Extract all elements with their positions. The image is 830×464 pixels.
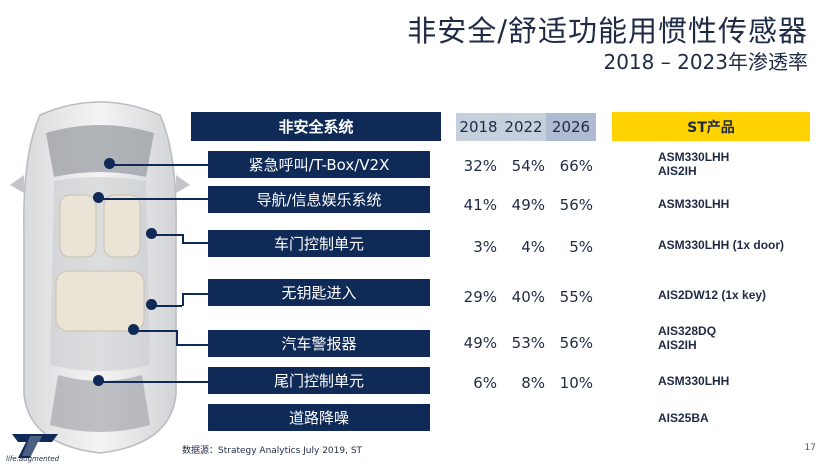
penetration-2026: 5% — [569, 238, 593, 256]
penetration-2018: 29% — [463, 288, 497, 306]
st-product-line: ASM330LHH — [658, 150, 730, 164]
st-product-line: AIS25BA — [658, 411, 709, 425]
system-row-keyless-entry: 无钥匙进入 — [208, 279, 430, 306]
connector-line-6 — [100, 381, 208, 383]
penetration-2018: 32% — [463, 157, 497, 175]
connector-line-5a — [134, 330, 176, 332]
connector-line-3b — [182, 234, 184, 242]
penetration-2018: 6% — [473, 374, 497, 392]
st-product: AIS25BA — [658, 411, 709, 425]
connector-line-4c — [182, 293, 208, 295]
st-product-line: ASM330LHH — [658, 374, 730, 388]
year-header-2026: 2026 — [546, 113, 596, 141]
system-column-header: 非安全系统 — [191, 112, 441, 141]
penetration-2022: 53% — [511, 334, 545, 352]
st-product: ASM330LHH (1x door) — [658, 238, 784, 252]
st-product-line: AIS2IH — [658, 164, 697, 178]
year-header-2022: 2022 — [501, 113, 546, 141]
connector-dot-6 — [93, 375, 104, 386]
penetration-2026: 56% — [559, 196, 593, 214]
penetration-2026: 56% — [559, 334, 593, 352]
st-product-header: ST产品 — [612, 112, 810, 141]
connector-dot-4 — [146, 299, 157, 310]
st-logo-icon — [12, 434, 58, 458]
connector-line-5c — [176, 344, 208, 346]
penetration-2022: 8% — [521, 374, 545, 392]
st-product-line: AIS2DW12 (1x key) — [658, 288, 767, 302]
penetration-2018: 41% — [463, 196, 497, 214]
connector-line-2 — [100, 198, 208, 200]
penetration-2022: 49% — [511, 196, 545, 214]
system-row-road-noise: 道路降噪 — [208, 404, 430, 431]
connector-line-3a — [152, 234, 182, 236]
connector-line-4a — [152, 305, 182, 307]
slide-subtitle: 2018 – 2023年渗透率 — [603, 50, 808, 74]
connector-line-1 — [110, 164, 208, 166]
connector-line-5b — [176, 330, 178, 344]
system-row-ecall: 紧急呼叫/T-Box/V2X — [208, 151, 430, 178]
connector-dot-3 — [146, 228, 157, 239]
st-product: ASM330LHH — [658, 374, 729, 388]
st-product-line: ASM330LHH (1x door) — [658, 238, 785, 252]
st-product-line: ASM330LHH — [658, 197, 730, 211]
system-row-tailgate-control: 尾门控制单元 — [208, 367, 430, 394]
year-header-2018: 2018 — [456, 113, 501, 141]
data-source: 数据源：Strategy Analytics July 2019, ST — [182, 446, 363, 456]
system-row-car-alarm: 汽车警报器 — [208, 330, 430, 357]
st-product-line: AIS2IH — [658, 338, 697, 352]
penetration-2022: 4% — [521, 238, 545, 256]
logo-tagline: life.augmented — [6, 455, 60, 463]
car-topview-illustration — [10, 101, 190, 454]
st-product: ASM330LHH — [658, 197, 729, 211]
st-product-line: AIS328DQ — [658, 324, 717, 338]
penetration-2026: 55% — [559, 288, 593, 306]
connector-line-3c — [182, 242, 208, 244]
penetration-2026: 66% — [559, 157, 593, 175]
st-product: AIS2DW12 (1x key) — [658, 288, 766, 302]
st-product: ASM330LHH AIS2IH — [658, 150, 729, 178]
penetration-2022: 40% — [511, 288, 545, 306]
penetration-2018: 49% — [463, 334, 497, 352]
connector-dot-2 — [93, 192, 104, 203]
slide-title: 非安全/舒适功能用惯性传感器 — [407, 14, 808, 48]
st-product: AIS328DQ AIS2IH — [658, 324, 716, 352]
system-row-door-control: 车门控制单元 — [208, 230, 430, 257]
connector-dot-1 — [104, 158, 115, 169]
penetration-2026: 10% — [559, 374, 593, 392]
page-number: 17 — [804, 443, 816, 453]
connector-line-4b — [182, 293, 184, 306]
system-row-navigation: 导航/信息娱乐系统 — [208, 186, 430, 213]
connector-dot-5 — [128, 324, 139, 335]
penetration-2018: 3% — [473, 238, 497, 256]
penetration-2022: 54% — [511, 157, 545, 175]
